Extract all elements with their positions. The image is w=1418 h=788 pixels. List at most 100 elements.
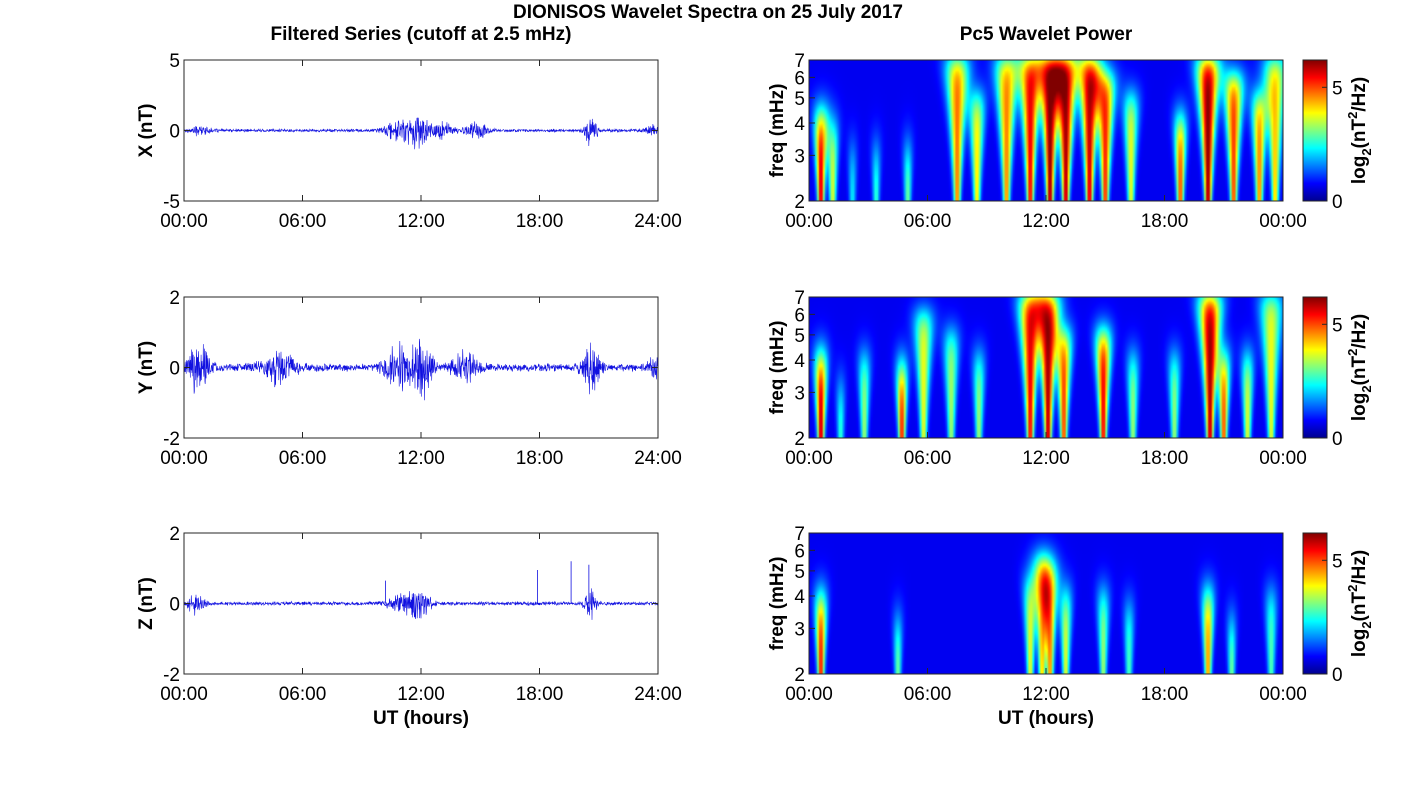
spectrum-x-cb-tick-label-1: 5 — [1332, 78, 1343, 99]
series-z-xtick-label-4: 24:00 — [634, 684, 682, 705]
series-y-xtick-label-2: 12:00 — [397, 448, 445, 469]
spectrum-z-cb-label-part-1: 2 — [1359, 621, 1374, 628]
spectrum-x-xtick-label-4: 00:00 — [1259, 211, 1307, 232]
series-x-ytick-label-1: 0 — [169, 122, 180, 143]
spectrum-z-ytick-label-5: 7 — [794, 524, 805, 545]
spectrum-z-xtick-label-4: 00:00 — [1259, 684, 1307, 705]
spectrum-x-ytick-label-3: 5 — [794, 89, 805, 110]
series-x-ytick-label-0: -5 — [163, 192, 180, 213]
spectrum-y-ytick-label-2: 4 — [794, 351, 805, 372]
series-y-ytick-label-2: 2 — [169, 288, 180, 309]
spectrum-x-ytick-label-4: 6 — [794, 68, 805, 89]
spectrum-y-ytick-label-3: 5 — [794, 326, 805, 347]
series-z-trace — [183, 588, 659, 620]
series-y-xtick-label-0: 00:00 — [160, 448, 208, 469]
spectrum-x-xtick-label-3: 18:00 — [1141, 211, 1189, 232]
spectrum-y-cb-tick-label-0: 0 — [1332, 429, 1343, 450]
spectrum-y-colorbar — [1302, 296, 1328, 439]
series-z-ytick-label-1: 0 — [169, 595, 180, 616]
series-z-xtick-label-1: 06:00 — [279, 684, 327, 705]
series-y-ylabel: Y (nT) — [136, 341, 157, 394]
series-z-ytick-label-0: -2 — [163, 665, 180, 686]
series-x-xtick-label-3: 18:00 — [516, 211, 564, 232]
spectrum-z-ytick-label-1: 3 — [794, 619, 805, 640]
spectrum-z-cb-label-part-2: (nT — [1349, 592, 1370, 622]
series-y-xtick-label-4: 24:00 — [634, 448, 682, 469]
series-y-trace — [183, 338, 659, 401]
series-z-xlabel: UT (hours) — [373, 708, 469, 729]
spectrum-x-cb-label-part-3: 2 — [1345, 112, 1360, 119]
series-z-xtick-label-2: 12:00 — [397, 684, 445, 705]
spectrum-x-cb-label-part-1: 2 — [1359, 148, 1374, 155]
spectrum-x-raster — [809, 60, 1283, 201]
spectrum-y-cb-label: log2(nT2/Hz) — [1345, 314, 1374, 421]
series-y-ytick-label-0: -2 — [163, 429, 180, 450]
spectrum-x-cb-tick-label-0: 0 — [1332, 192, 1343, 213]
spectrum-x-cb-label-part-0: log — [1349, 156, 1370, 185]
spectrum-z-xtick-label-2: 12:00 — [1022, 684, 1070, 705]
spectrum-x-cb-label-part-2: (nT — [1349, 119, 1370, 149]
spectrum-z-xtick-label-1: 06:00 — [904, 684, 952, 705]
series-y-xtick-label-1: 06:00 — [279, 448, 327, 469]
spectrum-x-ytick-label-0: 2 — [794, 192, 805, 213]
spectrum-y-cb-label-part-3: 2 — [1345, 349, 1360, 356]
series-x-xtick-label-2: 12:00 — [397, 211, 445, 232]
left-column-title: Filtered Series (cutoff at 2.5 mHz) — [271, 24, 572, 45]
spectrum-z-ylabel: freq (mHz) — [767, 557, 788, 651]
spectrum-z-cb-tick-label-0: 0 — [1332, 665, 1343, 686]
right-column-title: Pc5 Wavelet Power — [960, 24, 1133, 45]
spectrum-z-cb-tick-label-1: 5 — [1332, 551, 1343, 572]
spectrum-x-ylabel: freq (mHz) — [767, 84, 788, 178]
series-z-panel: -2 0 2 00:00 06:00 12:00 18:00 24:00 Z (nT) UT (h… — [136, 524, 682, 729]
series-x-xtick-label-1: 06:00 — [279, 211, 327, 232]
spectrum-y-xtick-label-2: 12:00 — [1022, 448, 1070, 469]
series-x-xtick-label-4: 24:00 — [634, 211, 682, 232]
series-y-ytick-label-1: 0 — [169, 359, 180, 380]
spectrum-y-ytick-label-0: 2 — [794, 429, 805, 450]
spectrum-y-ytick-label-1: 3 — [794, 383, 805, 404]
spectrum-y-xtick-label-4: 00:00 — [1259, 448, 1307, 469]
spectrum-z-cb-label-part-0: log — [1349, 629, 1370, 658]
spectrum-x-xtick-label-1: 06:00 — [904, 211, 952, 232]
spectrum-x-ytick-label-1: 3 — [794, 146, 805, 167]
spectrum-y-xtick-label-1: 06:00 — [904, 448, 952, 469]
spectrum-y-raster — [809, 297, 1283, 438]
series-x-xtick-label-0: 00:00 — [160, 211, 208, 232]
series-y-panel: -2 0 2 00:00 06:00 12:00 18:00 24:00 Y (nT) — [136, 288, 682, 469]
spectrum-y-cb-label-part-2: (nT — [1349, 356, 1370, 386]
spectrum-y-ytick-label-4: 6 — [794, 305, 805, 326]
spectrum-x-ytick-label-5: 7 — [794, 51, 805, 72]
spectrum-y-cb-tick-label-1: 5 — [1332, 315, 1343, 336]
spectrum-z-raster — [809, 533, 1283, 674]
series-x-ylabel: X (nT) — [136, 104, 157, 158]
series-z-ytick-label-2: 2 — [169, 524, 180, 545]
series-x-ytick-label-2: 5 — [169, 51, 180, 72]
spectrum-x-cb-label-part-4: /Hz) — [1349, 77, 1370, 112]
spectrum-y-cb-label-part-1: 2 — [1359, 385, 1374, 392]
figure-title: DIONISOS Wavelet Spectra on 25 July 2017 — [513, 2, 903, 23]
spectrum-x-xtick-label-2: 12:00 — [1022, 211, 1070, 232]
spectrum-y-cb-label-part-0: log — [1349, 393, 1370, 422]
series-x-trace — [183, 117, 659, 150]
spectrum-z-cb-label-part-4: /Hz) — [1349, 550, 1370, 585]
series-y-xtick-label-3: 18:00 — [516, 448, 564, 469]
spectrum-z-ytick-label-4: 6 — [794, 541, 805, 562]
spectrum-y-ytick-label-5: 7 — [794, 288, 805, 309]
series-x-panel: -5 0 5 00:00 06:00 12:00 18:00 24:00 X (nT) — [136, 51, 682, 232]
spectrum-y-xtick-label-3: 18:00 — [1141, 448, 1189, 469]
spectrum-z-xtick-label-0: 00:00 — [785, 684, 833, 705]
series-z-xtick-label-0: 00:00 — [160, 684, 208, 705]
spectrum-z-cb-label: log2(nT2/Hz) — [1345, 550, 1374, 657]
spectrum-y-ylabel: freq (mHz) — [767, 321, 788, 415]
spectrum-x-xtick-label-0: 00:00 — [785, 211, 833, 232]
spectrum-z-ytick-label-0: 2 — [794, 665, 805, 686]
spectrum-y-cb-label-part-4: /Hz) — [1349, 314, 1370, 349]
spectrum-z-xlabel: UT (hours) — [998, 708, 1094, 729]
series-z-ylabel: Z (nT) — [136, 577, 157, 630]
spectrum-z-ytick-label-2: 4 — [794, 587, 805, 608]
spectrum-z-cb-label-part-3: 2 — [1345, 585, 1360, 592]
